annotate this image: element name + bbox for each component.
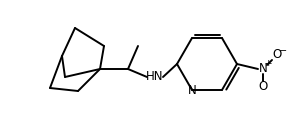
Text: O: O [272,48,282,62]
Text: +: + [264,60,272,68]
Text: N: N [188,84,196,97]
Text: HN: HN [146,71,164,83]
Text: −: − [279,46,287,56]
Text: O: O [258,79,267,93]
Text: N: N [259,62,267,76]
